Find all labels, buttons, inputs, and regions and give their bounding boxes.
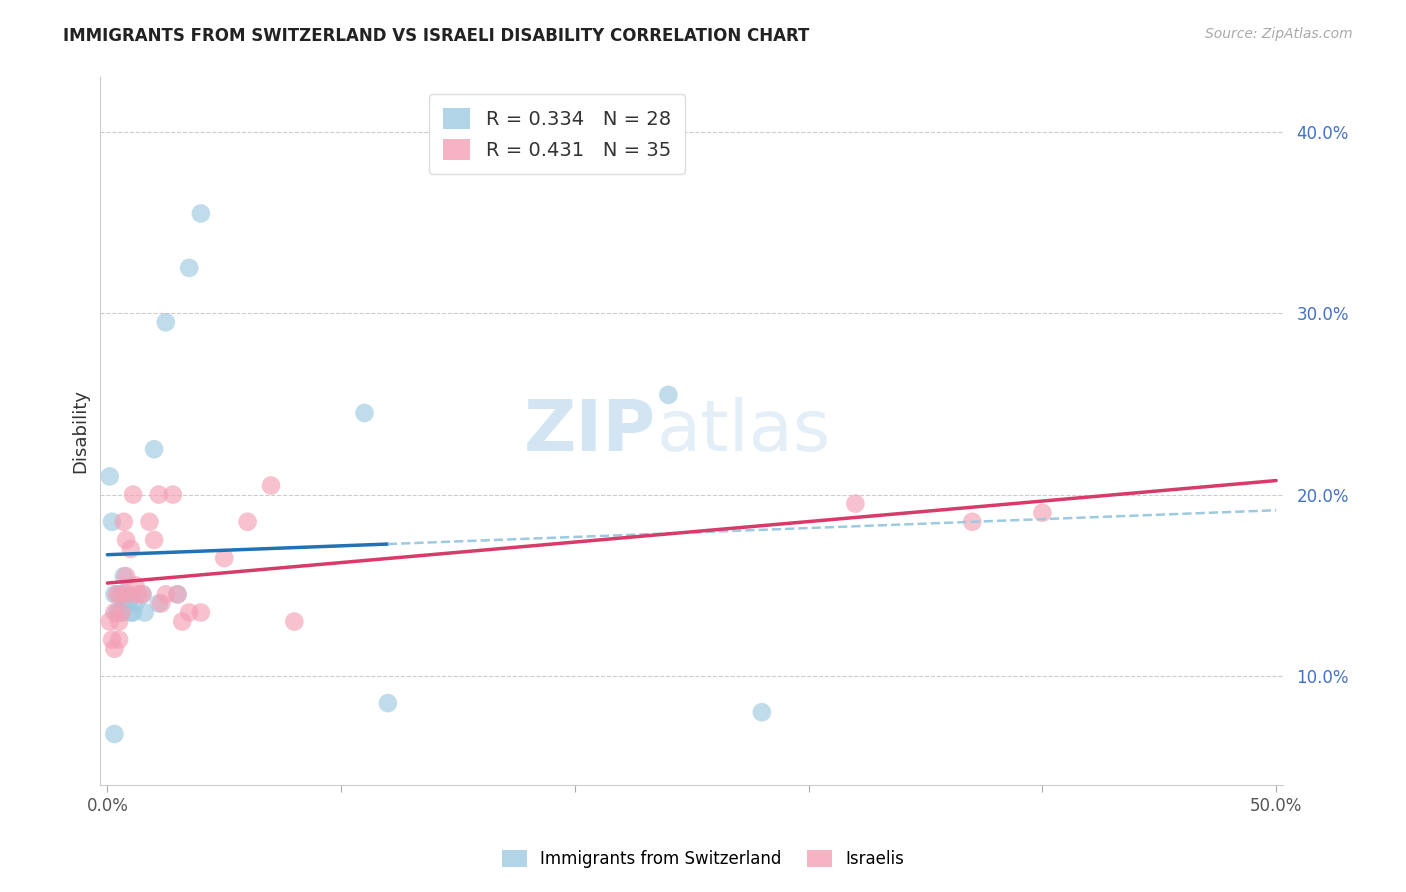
Point bbox=[172, 615, 194, 629]
Point bbox=[117, 587, 139, 601]
Point bbox=[110, 587, 132, 601]
Point bbox=[115, 596, 138, 610]
Y-axis label: Disability: Disability bbox=[72, 389, 89, 473]
Point bbox=[166, 587, 188, 601]
Point bbox=[844, 497, 866, 511]
Point bbox=[124, 578, 146, 592]
Point bbox=[212, 551, 235, 566]
Point bbox=[103, 641, 125, 656]
Point bbox=[103, 606, 125, 620]
Point bbox=[960, 515, 983, 529]
Point bbox=[179, 606, 201, 620]
Point bbox=[155, 587, 177, 601]
Point bbox=[103, 587, 125, 601]
Text: atlas: atlas bbox=[657, 397, 831, 466]
Point bbox=[101, 515, 124, 529]
Point bbox=[155, 315, 177, 329]
Legend: R = 0.334   N = 28, R = 0.431   N = 35: R = 0.334 N = 28, R = 0.431 N = 35 bbox=[429, 95, 685, 174]
Point bbox=[131, 587, 153, 601]
Point bbox=[162, 487, 184, 501]
Point bbox=[148, 487, 170, 501]
Point bbox=[112, 587, 135, 601]
Point bbox=[112, 569, 135, 583]
Point bbox=[110, 606, 132, 620]
Point bbox=[108, 615, 131, 629]
Text: IMMIGRANTS FROM SWITZERLAND VS ISRAELI DISABILITY CORRELATION CHART: IMMIGRANTS FROM SWITZERLAND VS ISRAELI D… bbox=[63, 27, 810, 45]
Point bbox=[283, 615, 305, 629]
Point bbox=[179, 260, 201, 275]
Point bbox=[122, 606, 145, 620]
Point bbox=[110, 606, 132, 620]
Point bbox=[150, 596, 173, 610]
Point bbox=[120, 606, 142, 620]
Point bbox=[112, 515, 135, 529]
Point bbox=[124, 596, 146, 610]
Point bbox=[115, 533, 138, 547]
Point bbox=[105, 606, 128, 620]
Legend: Immigrants from Switzerland, Israelis: Immigrants from Switzerland, Israelis bbox=[495, 843, 911, 875]
Point bbox=[115, 569, 138, 583]
Point bbox=[143, 533, 166, 547]
Point bbox=[98, 469, 121, 483]
Point bbox=[101, 632, 124, 647]
Point bbox=[353, 406, 375, 420]
Point bbox=[236, 515, 259, 529]
Point bbox=[98, 615, 121, 629]
Point bbox=[103, 727, 125, 741]
Point bbox=[190, 606, 212, 620]
Point bbox=[1031, 506, 1053, 520]
Point bbox=[143, 442, 166, 457]
Point bbox=[134, 606, 156, 620]
Point bbox=[131, 587, 153, 601]
Point bbox=[108, 587, 131, 601]
Point bbox=[108, 632, 131, 647]
Point bbox=[751, 705, 773, 719]
Point bbox=[120, 541, 142, 556]
Point bbox=[138, 515, 160, 529]
Point bbox=[166, 587, 188, 601]
Point bbox=[105, 587, 128, 601]
Point bbox=[117, 596, 139, 610]
Point bbox=[108, 606, 131, 620]
Point bbox=[657, 388, 679, 402]
Point bbox=[190, 206, 212, 220]
Point bbox=[377, 696, 399, 710]
Point bbox=[148, 596, 170, 610]
Text: ZIP: ZIP bbox=[524, 397, 657, 466]
Text: Source: ZipAtlas.com: Source: ZipAtlas.com bbox=[1205, 27, 1353, 41]
Point bbox=[122, 487, 145, 501]
Point bbox=[110, 587, 132, 601]
Point bbox=[260, 478, 283, 492]
Point bbox=[127, 587, 149, 601]
